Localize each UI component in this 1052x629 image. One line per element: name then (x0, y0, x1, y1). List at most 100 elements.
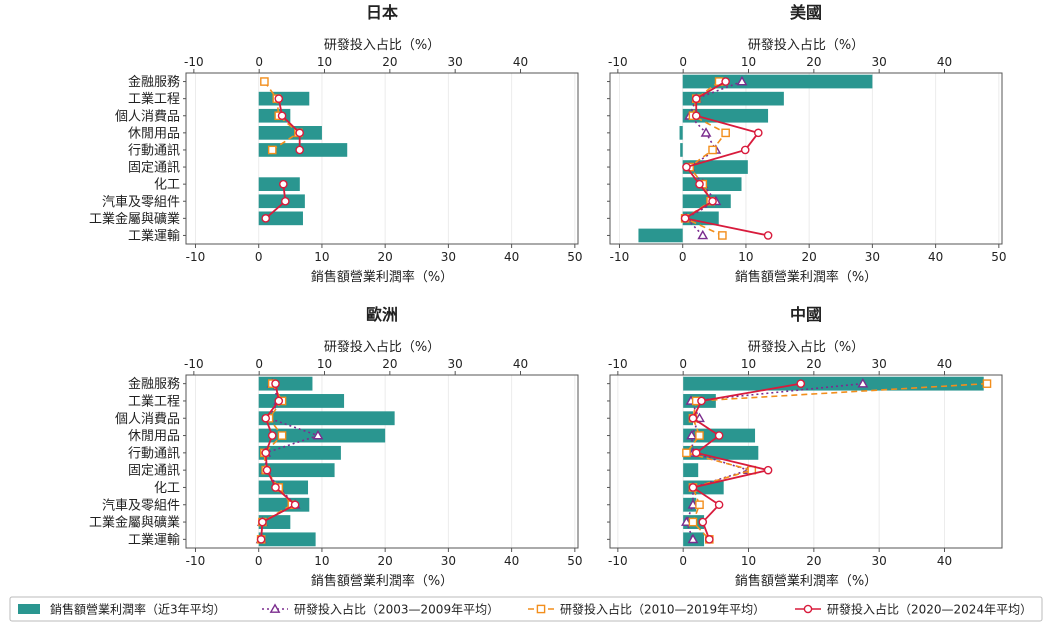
bar (258, 497, 310, 512)
legend-label: 研發投入占比（2020—2024年平均） (827, 602, 1032, 617)
series-2003-2009-point (686, 429, 698, 440)
series-2010-2019-point (982, 379, 992, 388)
top-tick-label: 10 (741, 357, 756, 371)
panel-title: 歐洲 (366, 305, 398, 324)
series-2010-2019-line (685, 382, 988, 540)
series-2020-2024-point (763, 231, 773, 240)
category-label: 化工 (154, 178, 180, 193)
top-tick-label: -10 (608, 55, 628, 69)
legend-marker (536, 604, 546, 614)
category-label: 工業金屬與礦業 (89, 515, 180, 531)
series-2020-2024-point (274, 94, 284, 103)
bottom-axis-title: 銷售額營業利潤率（%） (311, 269, 453, 285)
top-tick-label: 10 (741, 55, 756, 69)
series-2003-2009-point (681, 516, 692, 526)
series-2010-2019-point (718, 231, 727, 240)
series-2003-2009-line (685, 80, 743, 237)
series-2010-2019-point (695, 500, 704, 510)
legend-frame (9, 596, 1043, 622)
category-label: 工業金屬與礦業 (89, 211, 180, 227)
category-label: 工業工程 (128, 91, 180, 107)
bottom-tick-label: 0 (679, 250, 687, 264)
top-tick-label: 40 (513, 55, 528, 69)
series-2020-2024-point (763, 465, 773, 475)
bottom-tick-label: 10 (314, 250, 329, 264)
category-label: 個人消費品 (115, 412, 180, 427)
series-2020-2024-point (261, 214, 271, 223)
panel-1: 日本 -10 0 10 20 30 40 50 銷售額營業利潤率（%） -10 0 10 20 30 40 研… (89, 3, 582, 285)
bottom-tick-label: 50 (991, 250, 1006, 264)
category-label: 休閒用品 (128, 126, 180, 141)
series-2020-2024-point (714, 431, 724, 440)
bottom-tick-label: 30 (441, 554, 456, 568)
series-2010-2019-point (688, 517, 698, 527)
top-tick-label: 0 (679, 55, 687, 69)
series-2010-2019-point (721, 128, 730, 138)
plot-frame (185, 374, 579, 549)
series-2020-2024-point (267, 431, 277, 440)
series-2020-2024-point (271, 483, 280, 492)
series-2003-2009-point (694, 412, 705, 423)
bar (682, 108, 769, 123)
series-2003-2009-point (697, 229, 709, 240)
series-2020-2024-point (295, 128, 304, 138)
series-2020-2024-point (691, 448, 701, 458)
bar (683, 411, 693, 426)
top-axis-title: 研發投入占比（%） (748, 339, 864, 355)
bottom-tick-label: 20 (806, 554, 821, 568)
series-2010-2019-line (263, 81, 300, 151)
series-2020-2024-point (256, 535, 266, 544)
panel-2: 美國 -10 0 10 20 30 40 50 銷售額營業利潤率（%） -10 0 10 20 30 40 研… (607, 3, 1006, 285)
bottom-tick-label: -10 (610, 250, 630, 264)
category-label: 汽車及零組件 (102, 195, 180, 210)
series-2020-2024-point (691, 111, 701, 121)
category-label: 金融服務 (128, 74, 180, 90)
bottom-tick-label: 20 (802, 250, 817, 264)
bottom-tick-label: -10 (186, 250, 206, 264)
bottom-tick-label: 40 (504, 250, 519, 264)
series-2020-2024-point (698, 517, 708, 527)
top-tick-label: 20 (382, 55, 397, 69)
bar (638, 228, 683, 243)
bottom-axis-title: 銷售額營業利潤率（%） (735, 269, 877, 285)
series-2020-2024-point (262, 465, 272, 475)
legend-item: 研發投入占比（2020—2024年平均） (795, 602, 1032, 617)
series-2020-2024-point (691, 94, 701, 103)
legend: 銷售額營業利潤率（近3年平均） 研發投入占比（2003—2009年平均） 研發投入占… (9, 596, 1043, 622)
series-2020-2024-point (754, 128, 763, 138)
bar (682, 74, 873, 89)
bar (683, 376, 984, 391)
category-label: 汽車及零組件 (102, 498, 180, 513)
top-tick-label: 40 (513, 357, 528, 371)
plot-frame (185, 72, 579, 245)
series-2020-2024-point (271, 379, 280, 388)
panel-title: 中國 (790, 305, 822, 324)
legend-marker (803, 604, 813, 614)
bar (258, 91, 310, 106)
category-label: 固定通訊 (128, 161, 180, 176)
bottom-tick-label: 40 (504, 554, 519, 568)
bottom-axis-title: 銷售額營業利潤率（%） (311, 573, 453, 589)
bar (258, 394, 345, 408)
top-tick-label: 30 (872, 55, 887, 69)
series-2020-2024-line (682, 80, 769, 237)
series-2003-2009-point (687, 499, 699, 509)
series-2020-2024-point (796, 379, 806, 388)
bar (258, 411, 395, 426)
bar (679, 126, 683, 140)
series-2010-2019-point (267, 145, 277, 155)
series-2020-2024-line (690, 382, 801, 540)
series-2020-2024-point (279, 179, 288, 189)
series-2003-2009-point (857, 378, 869, 388)
top-tick-label: 40 (937, 55, 952, 69)
top-tick-label: 20 (806, 357, 821, 371)
bar (258, 532, 316, 547)
series-2020-2024-point (697, 396, 706, 406)
series-2010-2019-point (260, 77, 269, 86)
top-tick-label: 30 (448, 55, 463, 69)
bottom-tick-label: 30 (872, 554, 887, 568)
top-axis-title: 研發投入占比（%） (324, 37, 440, 53)
legend-swatch (18, 604, 40, 614)
